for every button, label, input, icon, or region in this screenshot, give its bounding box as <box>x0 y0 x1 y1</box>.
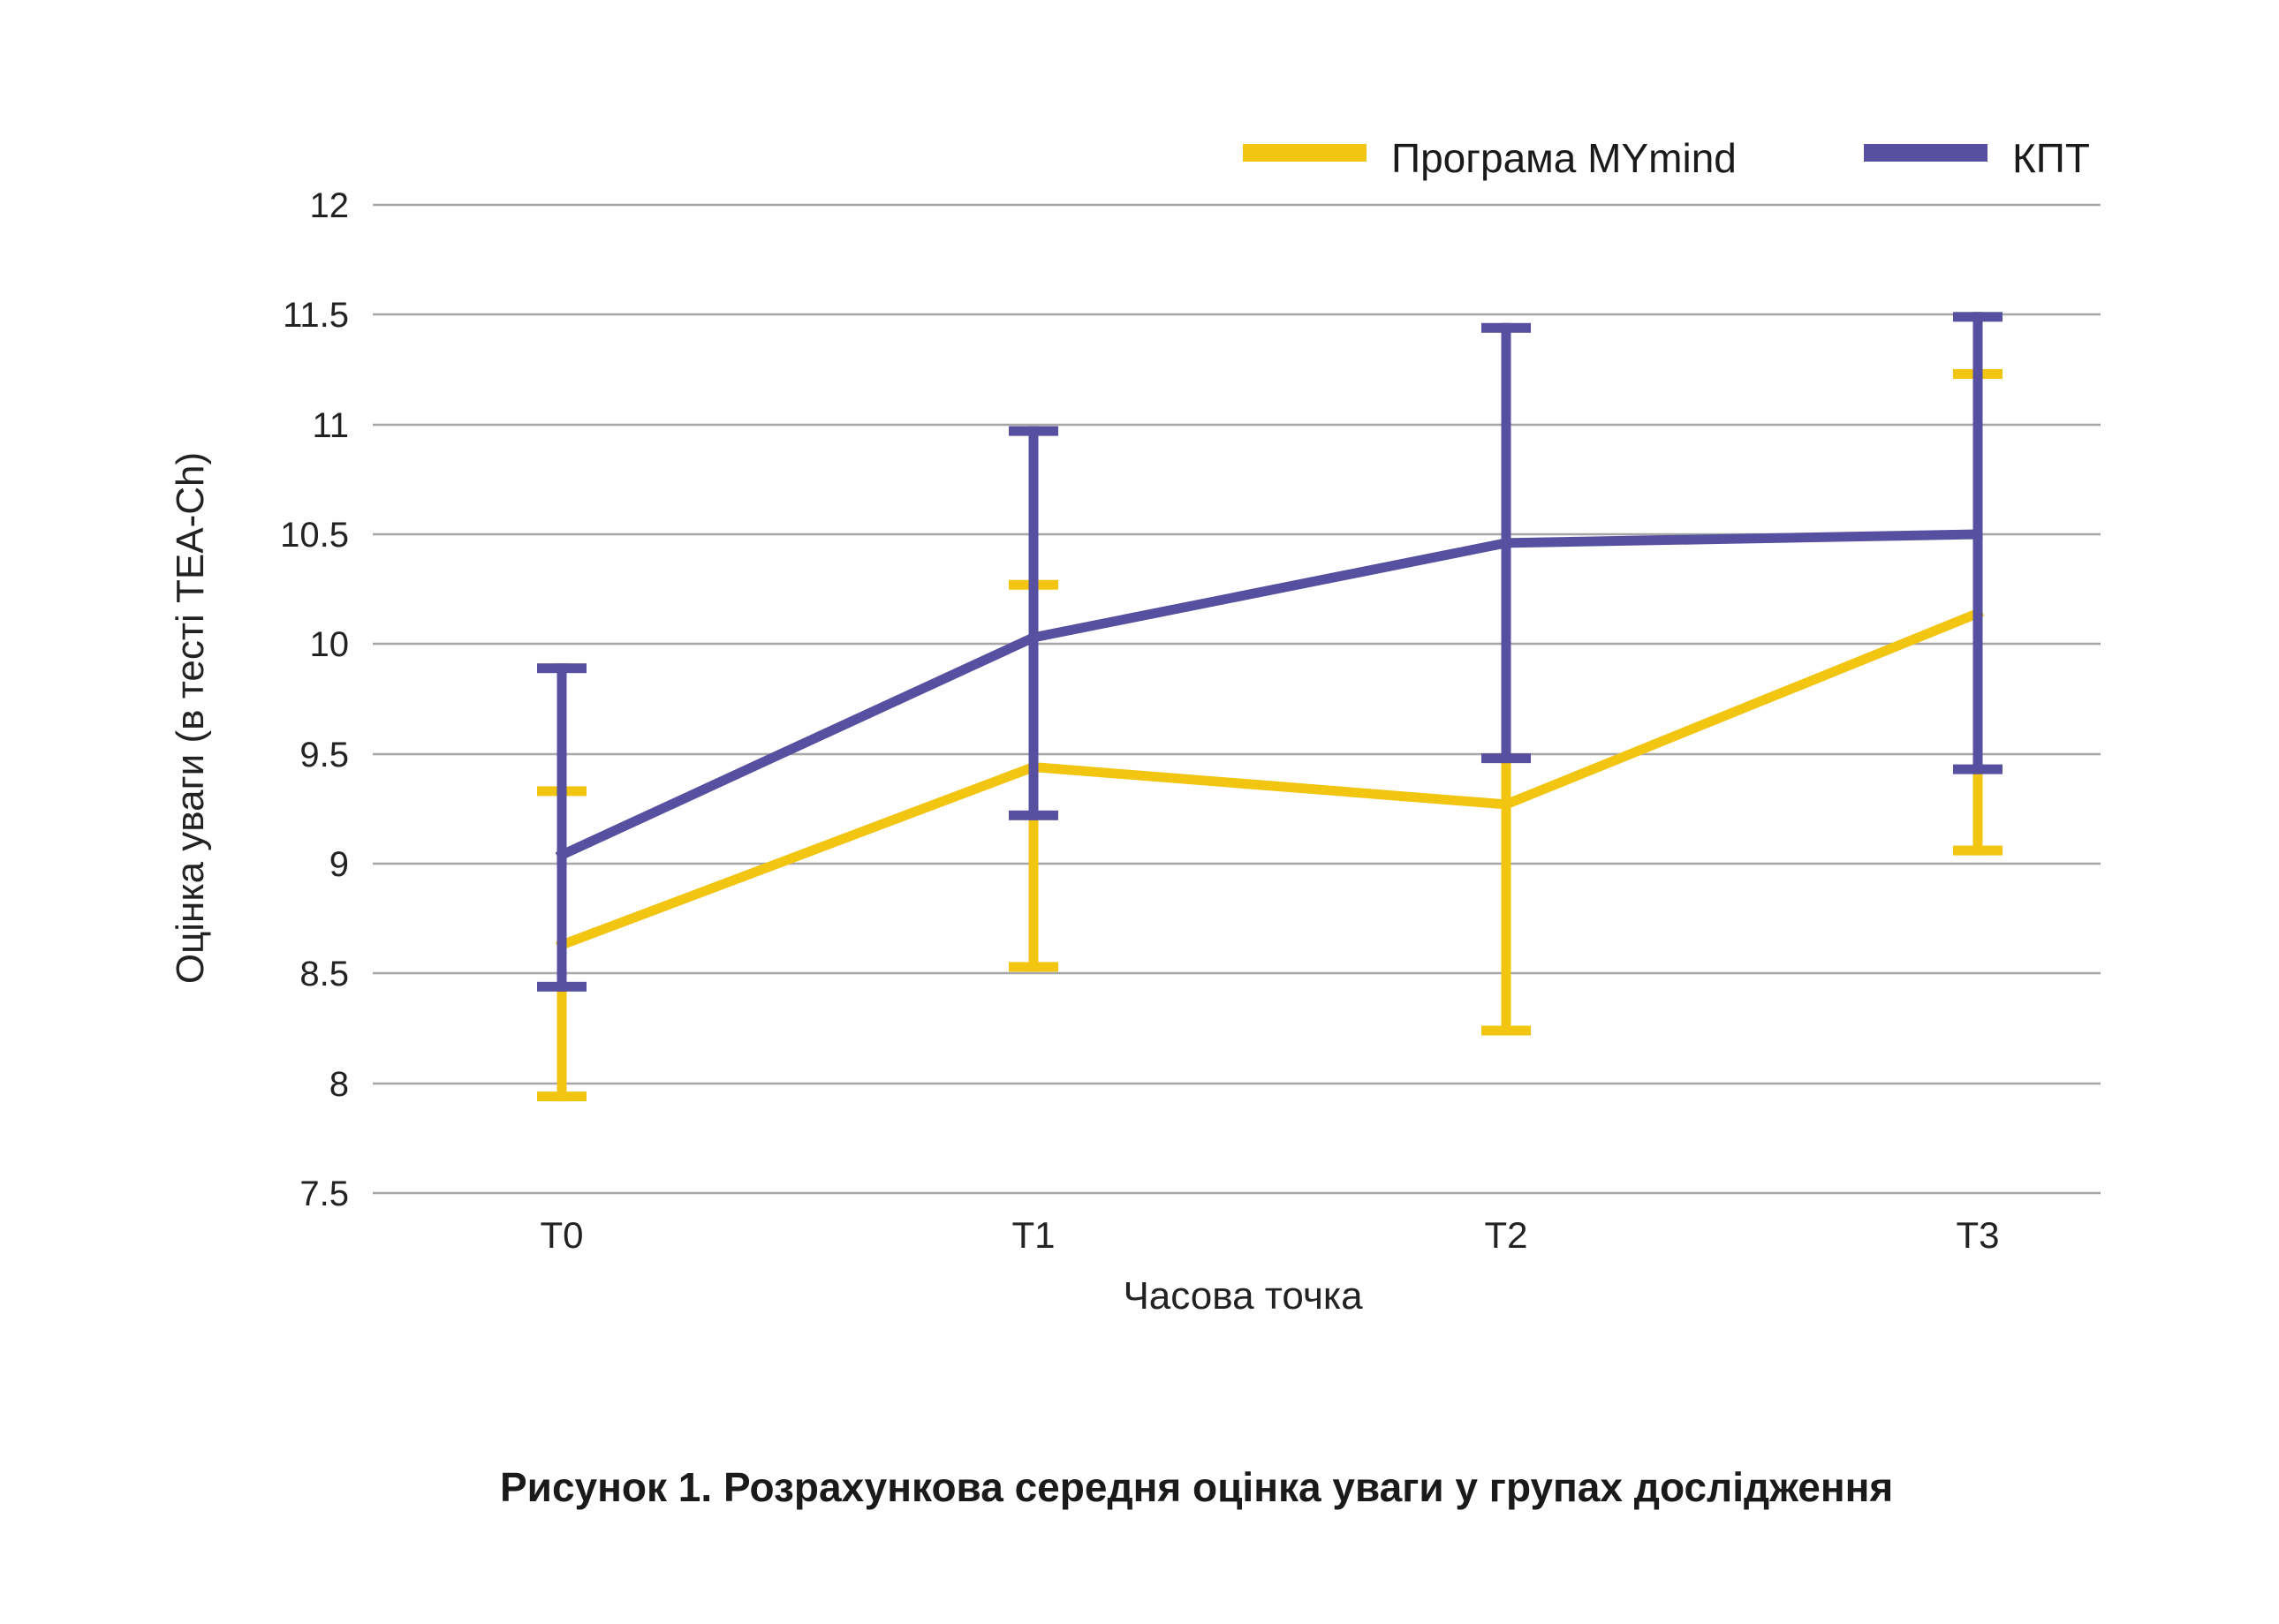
svg-text:11.5: 11.5 <box>283 296 349 335</box>
svg-text:10: 10 <box>310 625 350 664</box>
svg-text:Програма MYmind: Програма MYmind <box>1391 135 1737 181</box>
svg-text:Рисунок 1. Розрахункова середн: Рисунок 1. Розрахункова середня оцінка у… <box>500 1464 1893 1510</box>
svg-text:Часова точка: Часова точка <box>1123 1274 1363 1318</box>
svg-text:10.5: 10.5 <box>280 516 349 555</box>
svg-text:7.5: 7.5 <box>299 1175 349 1213</box>
svg-text:12: 12 <box>310 186 350 225</box>
svg-text:11: 11 <box>312 406 349 445</box>
svg-text:Оцінка уваги (в тесті TEA-Ch): Оцінка уваги (в тесті TEA-Ch) <box>169 452 212 984</box>
svg-text:КПТ: КПТ <box>2012 135 2090 181</box>
svg-text:T1: T1 <box>1011 1214 1055 1256</box>
svg-text:T2: T2 <box>1484 1214 1527 1256</box>
svg-text:T0: T0 <box>540 1214 583 1256</box>
svg-text:8: 8 <box>329 1065 349 1104</box>
svg-text:T3: T3 <box>1956 1214 1999 1256</box>
svg-text:8.5: 8.5 <box>299 955 349 993</box>
svg-text:9: 9 <box>329 845 349 884</box>
svg-text:9.5: 9.5 <box>299 736 349 774</box>
